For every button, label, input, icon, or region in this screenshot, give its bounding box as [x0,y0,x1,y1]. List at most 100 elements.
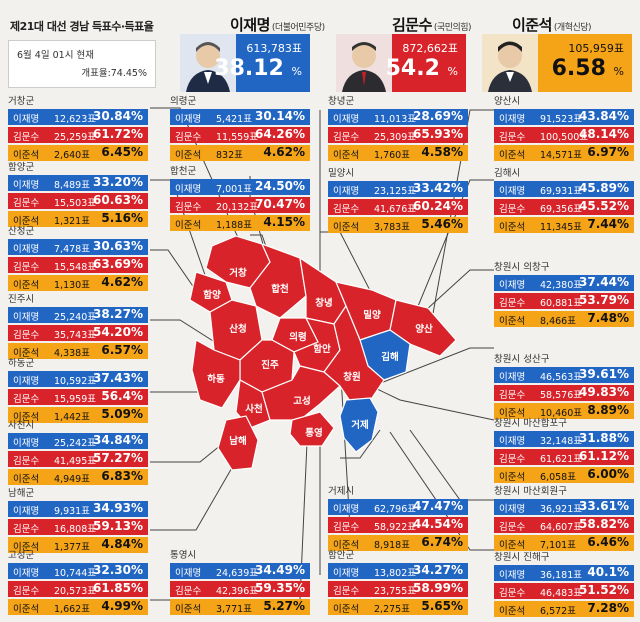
region-name: 합천군 [170,166,197,177]
result-row: 김문수 58,576표 49.83% [494,385,634,401]
percent-cell: 33.61% [579,499,629,513]
percent-cell: 5.65% [421,599,463,613]
votes-cell: 60,881표 [540,298,582,309]
region-name: 김해시 [494,168,521,179]
candidate-name-cell: 김문수 [13,198,40,209]
map-label-jinju: 진주 [261,359,279,371]
candidate-name-cell: 김문수 [13,456,40,467]
candidate-name-cell: 이준석 [13,542,40,553]
percent-cell: 6.97% [587,145,629,159]
region-name: 밀양시 [328,168,355,179]
result-row: 이재명 23,125표 33.42% [328,181,468,197]
percent-cell: 7.48% [587,311,629,325]
map-label-gimhae: 김해 [381,351,398,363]
candidate-name-cell: 김문수 [333,132,360,143]
candidate-name-cell: 이준석 [333,150,360,161]
map-label-yangsan: 양산 [415,323,433,335]
percent-cell: 57.27% [93,451,143,465]
votes-cell: 36,921표 [540,504,582,515]
percent-cell: 70.47% [255,197,305,211]
candidate-name-cell: 김문수 [13,394,40,405]
region-result-box: 창원시 마산회원구 이재명 36,921표 33.61% 김문수 64,607표 58.82… [494,484,634,553]
percent-cell: 45.89% [579,181,629,195]
percent-cell: 38.27% [93,307,143,321]
candidate-name-cell: 이재명 [13,568,40,579]
candidate-name-cell: 이재명 [499,280,526,291]
candidate-name-cell: 김문수 [175,132,202,143]
region-result-box: 남해군 이재명 9,931표 34.93% 김문수 16,808표 59.13% 이준석 1,3… [8,486,148,555]
votes-cell: 1,760표 [374,150,410,161]
candidate-name-cell: 이준석 [499,472,526,483]
result-row: 이준석 7,101표 6.46% [494,535,634,551]
region-namhae [217,415,259,471]
region-name: 통영시 [170,550,197,561]
candidate-name-cell: 이재명 [499,372,526,383]
result-row: 이재명 36,181표 40.1% [494,565,634,581]
votes-cell: 11,559표 [216,132,258,143]
candidate-name-cell: 김문수 [499,588,526,599]
map-label-namhae: 남해 [229,435,246,447]
result-row: 이재명 13,802표 34.27% [328,563,468,579]
percent-cell: 6.46% [587,535,629,549]
votes-cell: 25,309표 [374,132,416,143]
candidate-name-cell: 이준석 [175,150,202,161]
region-goseong [261,365,341,421]
result-row: 이준석 8,918표 6.74% [328,535,468,551]
candidate-name-cell: 이재명 [333,114,360,125]
percent-cell: 40.1% [587,565,629,579]
percent-cell: 4.99% [101,599,143,613]
candidate-name-cell: 이재명 [333,186,360,197]
region-result-box: 진주시 이재명 25,240표 38.27% 김문수 35,743표 54.20% 이준석 4,… [8,292,148,361]
votes-cell: 35,743표 [54,330,96,341]
leader-line [389,431,494,551]
votes-cell: 1,321표 [54,216,90,227]
region-name: 거제시 [328,486,355,497]
votes-cell: 36,181표 [540,570,582,581]
region-name: 사천시 [8,420,35,431]
region-result-box: 사천시 이재명 25,242표 34.84% 김문수 41,495표 57.27% 이준석 4,… [8,418,148,487]
region-result-box: 하동군 이재명 10,592표 37.43% 김문수 15,959표 56.4% 이준석 1,4… [8,356,148,425]
votes-cell: 12,623표 [54,114,96,125]
result-row: 이재명 32,148표 31.88% [494,431,634,447]
percent-cell: 33.20% [93,175,143,189]
votes-cell: 1,130표 [54,280,90,291]
votes-cell: 23,125표 [374,186,416,197]
result-row: 이재명 42,380표 37.44% [494,275,634,291]
votes-cell: 9,931표 [54,506,90,517]
percent-cell: 24.50% [255,179,305,193]
result-row: 이재명 10,592표 37.43% [8,371,148,387]
candidate-result-box: 105,959표 6.58 % [482,34,632,92]
candidate-name-cell: 이재명 [499,570,526,581]
result-row: 이준석 832표 4.62% [170,145,310,161]
votes-cell: 6,058표 [540,472,576,483]
region-name: 함양군 [8,162,35,173]
percent-cell: 4.84% [101,537,143,551]
map-label-changwon: 창원 [343,371,360,383]
leader-line [150,439,249,531]
result-row: 김문수 41,676표 60.24% [328,199,468,215]
candidate-name-cell: 김문수 [13,330,40,341]
candidate-name-cell: 이재명 [333,568,360,579]
region-name: 남해군 [8,488,35,499]
candidate-name-cell: 이재명 [13,244,40,255]
percent-cell: 61.72% [93,127,143,141]
count-status-box: 6월 4일 01시 현재 개표율:74.45% [8,40,156,88]
candidate-name-cell: 이준석 [333,604,360,615]
percent-cell: 5.16% [101,211,143,225]
region-result-box: 함안군 이재명 13,802표 34.27% 김문수 23,755표 58.99% 이준석 2,… [328,548,468,617]
candidate-name-cell: 이준석 [13,216,40,227]
region-result-box: 산청군 이재명 7,478표 30.63% 김문수 15,548표 63.69% 이준석 1,1… [8,224,148,293]
percent-cell: 34.49% [255,563,305,577]
region-result-box: 김해시 이재명 69,931표 45.89% 김문수 69,356표 45.52% 이준석 11… [494,166,634,235]
percent-cell: 31.88% [579,431,629,445]
percent-cell: 65.93% [413,127,463,141]
votes-cell: 64,607표 [540,522,582,533]
map-label-hapcheon: 합천 [271,283,288,295]
result-row: 이준석 6,058표 6.00% [494,467,634,483]
candidate-name-cell: 김문수 [175,202,202,213]
votes-cell: 15,503표 [54,198,96,209]
result-row: 이준석 3,771표 5.27% [170,599,310,615]
leader-line [399,179,494,351]
result-row: 김문수 42,396표 59.35% [170,581,310,597]
percent-cell: 43.84% [579,109,629,123]
